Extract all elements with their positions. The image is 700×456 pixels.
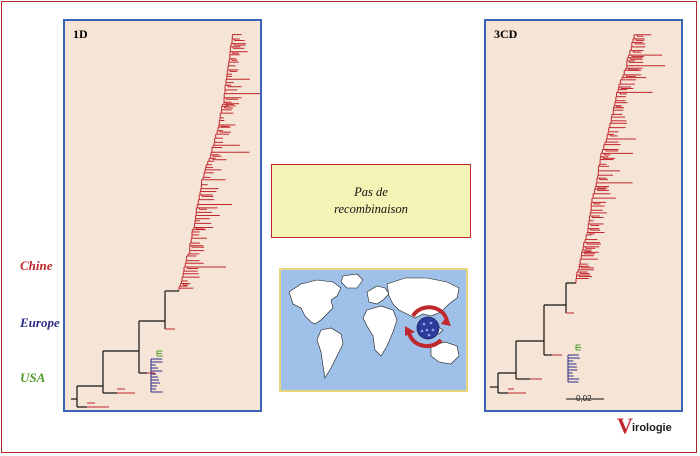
world-map-graphic xyxy=(288,273,460,379)
cycle-arrow-bottom xyxy=(407,331,443,349)
tree-panel-1d: 1D xyxy=(63,19,262,412)
tree-panel-3cd: 3CD 0,02 xyxy=(484,19,683,412)
legend-usa: USA xyxy=(20,370,46,385)
africa-shape xyxy=(362,305,398,357)
logo-initial: V xyxy=(617,413,633,438)
world-map xyxy=(279,268,468,392)
cycle-arrowhead-top xyxy=(441,316,451,326)
australia-shape xyxy=(430,341,460,365)
panel-title-1d: 1D xyxy=(73,27,88,41)
no-recombination-box: Pas de recombinaison xyxy=(271,164,471,238)
phylogenetic-tree-3cd xyxy=(490,34,666,400)
panel-title-3cd: 3CD xyxy=(494,27,518,41)
legend-chine: Chine xyxy=(20,258,53,273)
note-line-2: recombinaison xyxy=(334,202,408,216)
legend-europe: Europe xyxy=(20,315,60,330)
asia-shape xyxy=(386,277,460,319)
south-america-shape xyxy=(316,327,344,379)
cycle-arrowhead-bottom xyxy=(405,326,415,336)
virus-icon xyxy=(416,316,440,340)
cycle-arrow-top xyxy=(411,305,449,323)
note-line-1: Pas de xyxy=(354,185,388,199)
phylogenetic-tree-1d xyxy=(71,34,260,408)
scale-bar-label: 0,02 xyxy=(576,394,592,403)
virologie-logo: V irologie xyxy=(617,413,685,438)
north-america-shape xyxy=(288,279,342,325)
europe-shape xyxy=(366,285,390,305)
greenland-shape xyxy=(340,273,364,289)
logo-text: irologie xyxy=(632,422,672,434)
